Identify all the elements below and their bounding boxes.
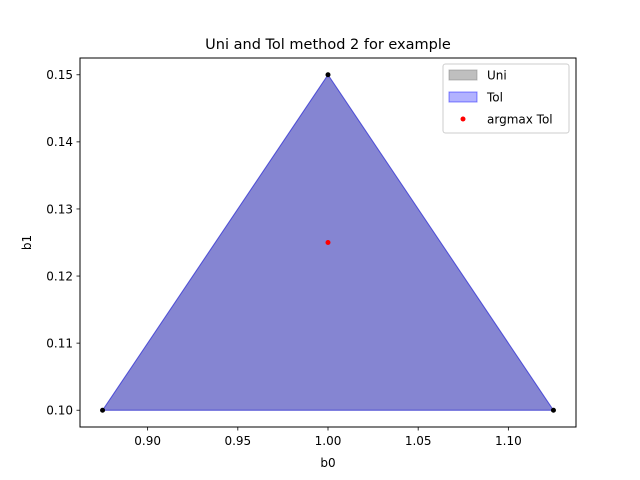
vertex-point-1	[325, 72, 331, 78]
y-tick-label: 0.14	[46, 135, 73, 149]
vertex-point-2	[550, 407, 556, 413]
legend-swatch-argmax-tol	[460, 116, 466, 122]
chart-title: Uni and Tol method 2 for example	[205, 37, 451, 53]
legend-swatch-uni	[448, 69, 478, 81]
y-tick-label: 0.15	[46, 68, 73, 82]
y-tick-label: 0.12	[46, 269, 73, 283]
legend-label-argmax-tol: argmax Tol	[487, 112, 553, 126]
x-tick-label: 1.10	[495, 434, 522, 448]
legend-label-uni: Uni	[487, 68, 507, 82]
plot-layer	[100, 72, 556, 413]
x-tick-label: 0.90	[134, 434, 161, 448]
y-axis-label: b1	[20, 235, 34, 250]
x-axis-ticks: 0.90 0.95 1.00 1.05 1.10	[134, 427, 522, 448]
legend: Uni Tol argmax Tol	[442, 63, 570, 134]
vertex-point-0	[100, 407, 106, 413]
x-tick-label: 1.05	[405, 434, 432, 448]
legend-label-tol: Tol	[486, 90, 503, 104]
x-axis-label: b0	[320, 456, 335, 470]
legend-box	[442, 63, 570, 134]
y-tick-label: 0.13	[46, 202, 73, 216]
x-tick-label: 1.00	[315, 434, 342, 448]
x-tick-label: 0.95	[224, 434, 251, 448]
y-tick-label: 0.10	[46, 404, 73, 418]
y-axis-ticks: 0.10 0.11 0.12 0.13 0.14 0.15	[46, 68, 80, 418]
y-tick-label: 0.11	[46, 336, 73, 350]
legend-swatch-tol	[448, 91, 478, 103]
argmax-tol-point	[325, 240, 331, 245]
